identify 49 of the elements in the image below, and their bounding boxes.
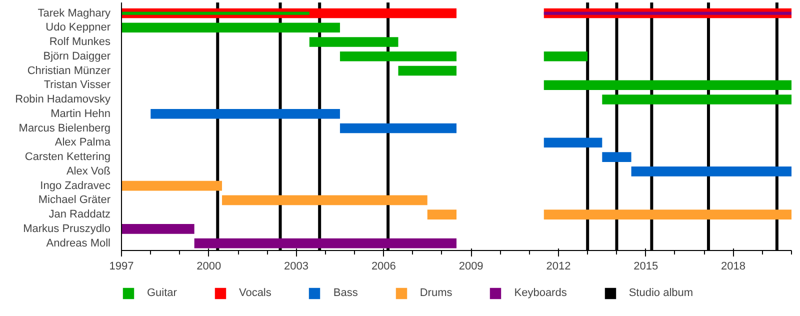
y-tick-label: Marcus Bielenberg (18, 122, 111, 134)
bar (602, 94, 792, 104)
bar (544, 52, 588, 62)
bar (194, 238, 456, 248)
bar (398, 66, 456, 76)
bar (544, 210, 792, 220)
y-tick-label: Andreas Moll (46, 237, 111, 250)
bar (544, 138, 602, 148)
x-tick-label: 2018 (721, 260, 746, 272)
bar (602, 152, 632, 162)
bar (427, 210, 456, 220)
bar (631, 166, 792, 176)
x-tick-label: 2015 (634, 260, 658, 272)
bar (340, 123, 456, 134)
legend-label: Studio album (628, 286, 694, 300)
y-tick-label: Carsten Kettering (24, 151, 111, 164)
x-tick-label: 2012 (546, 260, 571, 272)
y-tick-label: Robin Hadamovsky (15, 94, 111, 106)
legend-label: Vocals (238, 286, 272, 300)
bar (122, 180, 222, 191)
legend-label: Bass (333, 286, 358, 300)
y-tick-label: Björn Daigger (43, 50, 111, 62)
y-tick-label: Udo Keppner (46, 22, 111, 34)
bar (544, 80, 792, 90)
x-tick-label: 2000 (196, 260, 222, 272)
x-tick-label: 2006 (371, 260, 396, 272)
bar (309, 37, 398, 47)
y-tick-label: Ingo Zadravec (40, 180, 111, 192)
legend-label: Guitar (147, 286, 177, 300)
y-tick-label: Christian Münzer (27, 64, 111, 77)
legend-label: Drums (420, 286, 452, 300)
y-tick-label: Tristan Visser (44, 79, 111, 92)
x-tick-label: 1997 (109, 260, 134, 272)
bar (222, 195, 428, 206)
y-tick-label: Michael Gräter (38, 194, 111, 206)
y-tick-label: Martin Hehn (50, 108, 111, 120)
x-tick-label: 2009 (458, 260, 484, 272)
bar (122, 22, 340, 33)
bar (340, 52, 456, 62)
bar (122, 224, 194, 234)
y-tick-label: Alex Voß (66, 165, 111, 178)
x-tick-label: 2003 (284, 260, 309, 272)
y-tick-label: Alex Palma (54, 136, 112, 149)
legend-label: Keyboards (514, 286, 567, 300)
y-tick-label: Rolf Munkes (49, 36, 111, 48)
bar (150, 109, 340, 119)
y-tick-label: Tarek Maghary (38, 7, 111, 20)
y-tick-label: Jan Raddatz (48, 208, 111, 221)
y-tick-label: Markus Pruszydlo (23, 222, 111, 235)
